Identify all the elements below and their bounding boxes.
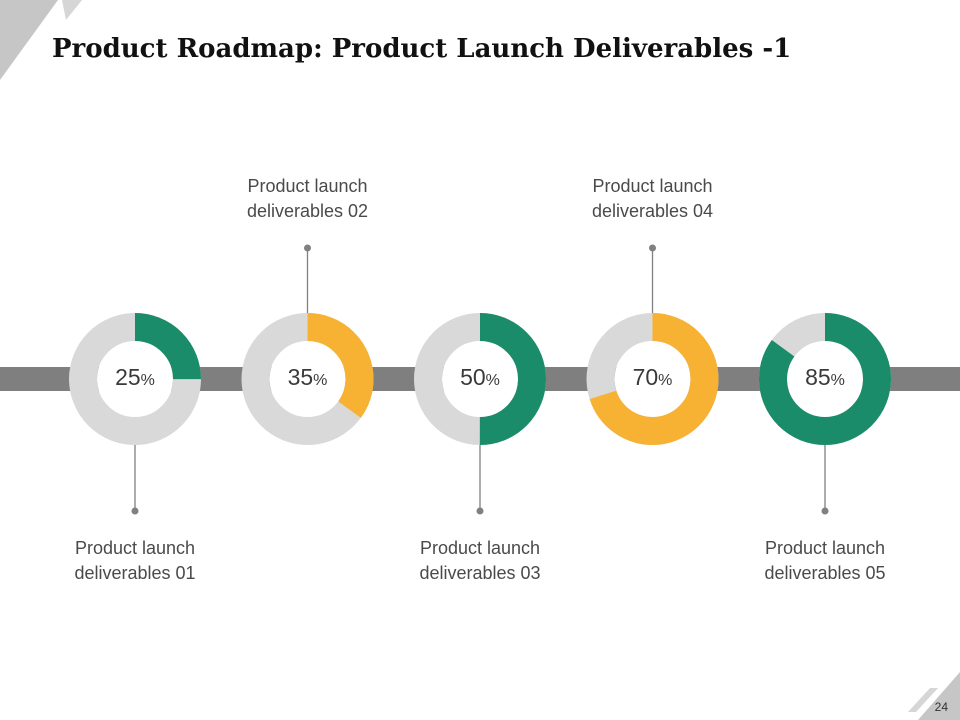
page-title: Product Roadmap: Product Launch Delivera…: [52, 34, 792, 64]
deliverable-label-line2: deliverables 05: [764, 563, 886, 583]
donut-progress-arc: [69, 313, 201, 445]
connector-dot: [131, 507, 139, 515]
percent-value: 70: [632, 364, 659, 390]
deliverable-label-line2: deliverables 03: [419, 563, 541, 583]
deliverable-label: Product launch deliverables 03: [380, 536, 580, 586]
deliverable-label-line2: deliverables 01: [74, 563, 196, 583]
corner-decoration-bottom-right: [908, 672, 960, 720]
deliverable-label: Product launch deliverables 05: [725, 536, 925, 586]
donut-progress-arc: [759, 313, 891, 445]
donut-percent: 70%: [603, 364, 703, 391]
connector-dot: [821, 507, 829, 515]
donut-percent: 50%: [430, 364, 530, 391]
percent-symbol: %: [830, 372, 845, 389]
donut-progress-arc: [414, 313, 546, 445]
donut-percent: 85%: [775, 364, 875, 391]
donut-percent: 25%: [85, 364, 185, 391]
connector-dot: [304, 244, 311, 252]
deliverable-label-line1: Product launch: [592, 176, 713, 196]
deliverable-label-line1: Product launch: [764, 538, 886, 558]
deliverable-label-line1: Product launch: [247, 176, 368, 196]
deliverable-label: Product launch deliverables 04: [553, 174, 753, 224]
donut-hole: [787, 341, 863, 417]
deliverable-label-line2: deliverables 04: [591, 201, 714, 221]
connector-dot: [649, 244, 656, 252]
donut-progress-arc: [586, 313, 719, 445]
connector-dot: [476, 507, 484, 515]
donut-hole: [269, 341, 346, 417]
donut-hole: [97, 341, 173, 417]
percent-symbol: %: [658, 372, 673, 389]
percent-value: 85: [805, 364, 831, 390]
donut-progress-arc: [241, 313, 374, 445]
deliverable-label-line2: deliverables 02: [246, 201, 369, 221]
corner-decoration-top-left: [0, 0, 82, 80]
deliverable-label: Product launch deliverables 01: [35, 536, 235, 586]
percent-value: 35: [287, 364, 314, 390]
percent-symbol: %: [485, 372, 500, 389]
percent-symbol: %: [140, 372, 155, 389]
deliverable-label-line1: Product launch: [419, 538, 541, 558]
page-number: 24: [934, 700, 948, 714]
percent-symbol: %: [313, 372, 328, 389]
donut-hole: [614, 341, 691, 417]
percent-value: 25: [115, 364, 141, 390]
deliverable-label-line1: Product launch: [74, 538, 196, 558]
deliverable-label: Product launch deliverables 02: [208, 174, 408, 224]
donut-hole: [442, 341, 518, 417]
donut-percent: 35%: [258, 364, 358, 391]
percent-value: 50: [460, 364, 486, 390]
